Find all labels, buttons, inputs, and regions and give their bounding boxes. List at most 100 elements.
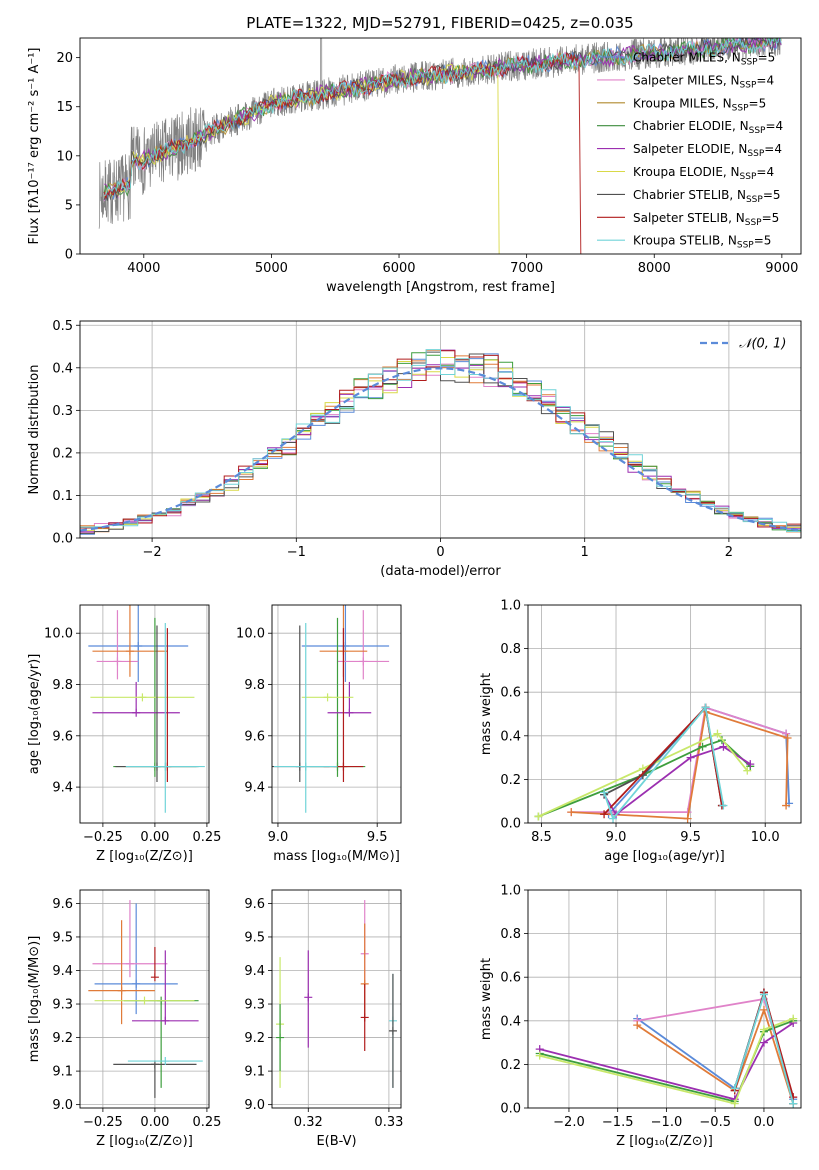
x-axis-label: Z [log₁₀(Z/Z⊙)]	[96, 1134, 193, 1149]
series-point	[730, 1099, 739, 1108]
chart-spectrum: 4000 5000 6000 7000 8000 9000 0 5 10 15 20 waveleng…	[27, 37, 802, 295]
model-spectrum-8	[104, 38, 782, 197]
series-point	[759, 1005, 768, 1014]
series-point	[759, 990, 768, 999]
x-axis-label: Z [log₁₀(Z/Z⊙)]	[96, 849, 193, 864]
y-tick-label: 9.4	[244, 964, 265, 979]
point-8	[125, 622, 205, 813]
series-point	[759, 1025, 768, 1034]
legend-label-sub: SSP	[749, 126, 766, 136]
x-axis-label: wavelength [Angstrom, rest frame]	[326, 280, 555, 295]
y-tick-label: 0.2	[500, 773, 521, 788]
x-tick-label: 0.25	[192, 830, 221, 845]
legend-label: Kroupa MILES, NSSP=5	[633, 96, 766, 113]
x-tick-label: −1	[287, 545, 306, 560]
y-tick-label: 10	[56, 149, 73, 164]
legend: 𝒩(0, 1)	[700, 337, 786, 352]
legend-label: Salpeter MILES, NSSP=4	[633, 73, 774, 90]
plot-area	[528, 890, 801, 1108]
point-1	[92, 900, 168, 978]
point-marker	[134, 642, 143, 651]
legend-label-suffix: =5	[749, 96, 767, 110]
series-point	[783, 733, 792, 742]
series-point	[600, 788, 609, 797]
y-tick-label: 9.8	[52, 678, 73, 693]
x-tick-label: 10.0	[751, 830, 780, 845]
y-tick-label: 9.6	[244, 897, 265, 912]
point-marker	[360, 1013, 369, 1022]
point-marker	[339, 762, 348, 771]
point-6	[113, 1060, 197, 1098]
legend-label-sub: SSP	[745, 218, 762, 228]
legend-label-text: Kroupa MILES, N	[633, 96, 732, 110]
legend-label-suffix: =4	[756, 73, 774, 87]
legend-label-sub: SSP	[746, 195, 763, 205]
x-tick-label: 9.0	[606, 830, 627, 845]
y-tick-label: 0.0	[52, 532, 73, 547]
point-2	[88, 920, 155, 1025]
point-7	[388, 973, 397, 1088]
legend-label-sub: SSP	[737, 241, 754, 251]
x-axis-label: age [log₁₀(age/yr)]	[604, 849, 725, 864]
x-tick-label: −0.25	[83, 830, 123, 845]
y-tick-label: 0.6	[500, 686, 521, 701]
x-tick-label: 8000	[638, 261, 671, 276]
y-tick-label: 9.1	[244, 1065, 265, 1080]
x-tick-label: 5000	[255, 261, 288, 276]
x-tick-label: 9.5	[680, 830, 701, 845]
point-marker	[117, 986, 126, 995]
x-tick-label: 6000	[382, 261, 415, 276]
point-0	[301, 605, 390, 682]
y-tick-label: 9.3	[52, 998, 73, 1013]
legend-label-text: Chabrier ELODIE, N	[633, 119, 749, 133]
series-line	[538, 732, 749, 818]
legend-label-sub: SSP	[740, 172, 757, 182]
y-tick-label: 0.0	[500, 1102, 521, 1117]
point-6	[115, 625, 199, 782]
y-axis-label: age [log₁₀(age/yr)]	[27, 654, 42, 775]
x-tick-label: 9.0	[268, 830, 289, 845]
axes-frame	[79, 320, 802, 539]
point-5	[301, 693, 354, 702]
chart-weight-vs-age: 8.5 9.0 9.5 10.0 0.0 0.2 0.4 0.6 0.8 1.0 age [log₁…	[479, 599, 802, 864]
series-point	[567, 808, 576, 817]
point-2	[304, 950, 313, 1048]
legend-label-suffix: =5	[754, 234, 772, 248]
x-axis-label: Z [log₁₀(Z/Z⊙)]	[616, 1134, 713, 1149]
y-tick-label: 0.1	[52, 489, 73, 504]
legend-label-suffix: =5	[762, 211, 780, 225]
legend-label: Salpeter ELODIE, NSSP=4	[633, 142, 782, 159]
axes-frame	[527, 604, 802, 824]
legend-label: Salpeter STELIB, NSSP=5	[633, 211, 779, 228]
legend-label: Chabrier MILES, NSSP=5	[633, 51, 775, 68]
legend-label-sub: SSP	[740, 80, 757, 90]
x-tick-label: −0.5	[699, 1115, 731, 1130]
y-tick-label: 0	[65, 248, 73, 263]
legend-label-text: Chabrier MILES, N	[633, 51, 741, 65]
model-spectrum-7	[103, 52, 582, 254]
series-point	[789, 1099, 798, 1108]
y-axis-label: mass weight	[479, 958, 494, 1040]
point-marker	[132, 979, 141, 988]
y-tick-label: 5	[65, 198, 73, 213]
series-8	[600, 703, 728, 823]
point-3	[123, 996, 199, 1088]
point-marker	[359, 657, 368, 666]
y-tick-label: 0.0	[500, 817, 521, 832]
series-point	[609, 814, 618, 823]
y-tick-label: 0.2	[500, 1058, 521, 1073]
y-tick-label: 9.4	[52, 781, 73, 796]
series-point	[534, 812, 543, 821]
x-tick-label: 1	[581, 545, 589, 560]
y-tick-label: 9.0	[244, 1098, 265, 1113]
y-tick-label: 15	[56, 100, 73, 115]
point-marker	[132, 708, 141, 717]
chart-weight-vs-metallicity: −2.0 −1.5 −1.0 −0.5 0.0 0.0 0.2 0.4 0.6 0.8 1.0 Z […	[479, 884, 802, 1149]
plot-area	[80, 321, 801, 538]
y-axis-label: mass [log₁₀(M/M⊙)]	[27, 936, 42, 1063]
y-tick-label: 10.0	[44, 627, 73, 642]
series-line	[539, 1022, 794, 1101]
point-marker	[150, 973, 159, 982]
series-point	[743, 766, 752, 775]
